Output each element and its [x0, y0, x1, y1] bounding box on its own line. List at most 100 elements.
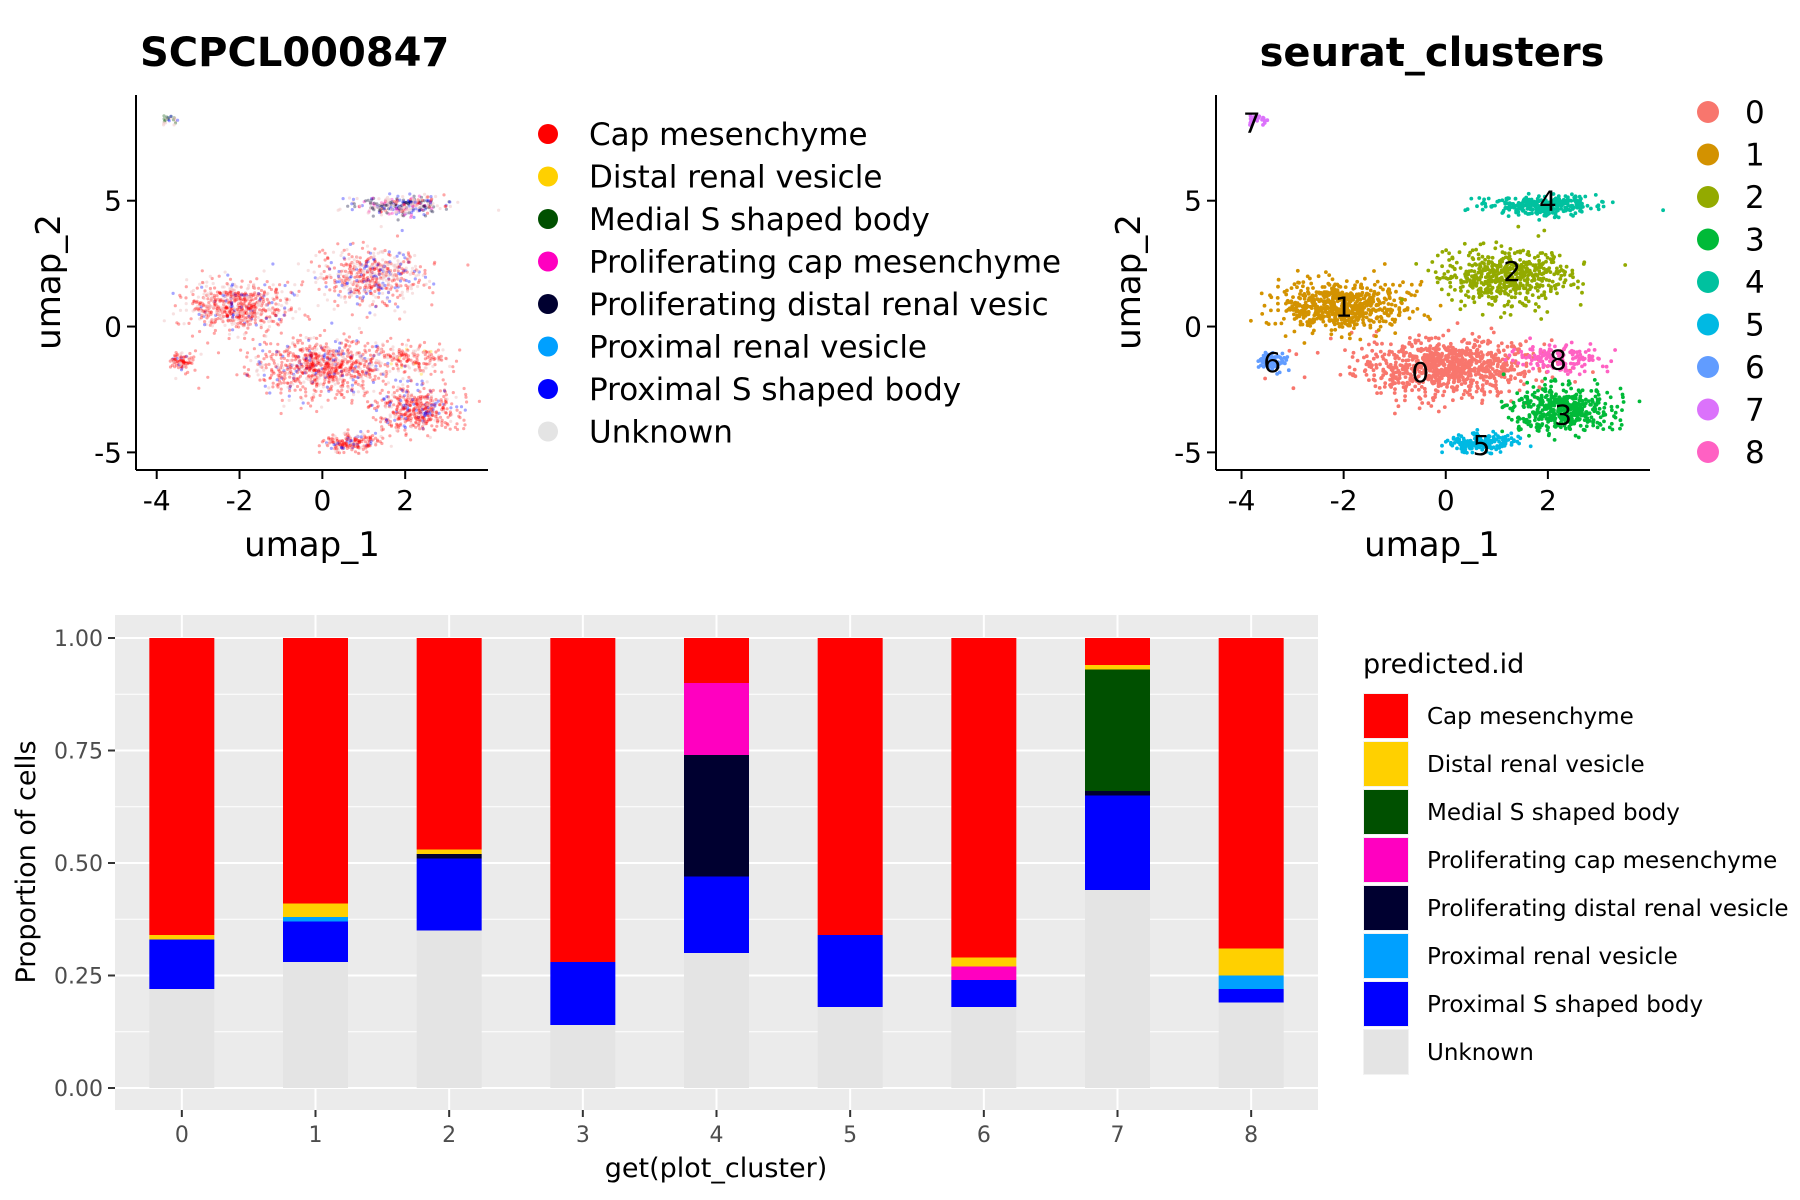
umap-cluster-point — [1417, 406, 1422, 411]
umap-predicted-point — [332, 369, 336, 374]
umap-predicted-point — [309, 336, 313, 340]
umap-predicted-point — [368, 367, 373, 371]
umap-predicted-point — [225, 306, 229, 310]
umap-predicted-point — [351, 339, 355, 344]
umap-predicted-point — [340, 360, 344, 364]
umap-predicted-point — [313, 352, 317, 356]
umap-predicted-point — [212, 299, 216, 303]
umap-predicted-point — [215, 294, 219, 298]
umap-predicted-point — [336, 372, 340, 376]
umap-predicted-point — [347, 369, 351, 373]
umap-predicted-point — [353, 381, 357, 385]
umap-predicted-point — [275, 350, 279, 354]
umap-predicted-point — [429, 349, 433, 354]
umap-predicted-point — [374, 262, 378, 266]
umap-cluster-point — [1573, 380, 1577, 384]
umap-predicted-point — [193, 300, 197, 304]
umap-predicted-point — [314, 368, 318, 372]
umap-predicted-point — [371, 369, 375, 373]
umap-predicted-point — [421, 427, 425, 431]
umap-predicted-point — [293, 344, 297, 348]
umap-predicted-point — [244, 309, 248, 313]
umap-predicted-point — [309, 379, 313, 383]
umap-cluster-point — [1360, 346, 1364, 351]
umap-predicted-point — [316, 304, 320, 308]
umap-predicted-point — [204, 322, 208, 327]
legend-label: Cap mesenchyme — [589, 117, 868, 153]
umap-predicted-point — [366, 405, 370, 409]
umap-predicted-point — [391, 273, 396, 277]
umap-predicted-point — [370, 368, 374, 372]
umap-predicted-point — [225, 314, 229, 318]
umap-predicted-point — [345, 359, 349, 363]
umap-cluster-point — [1534, 378, 1539, 382]
umap-predicted-point — [301, 371, 305, 375]
umap-predicted-point — [203, 323, 207, 327]
umap-cluster-point — [1498, 371, 1502, 375]
umap-cluster-point — [1536, 305, 1541, 309]
umap-predicted-point — [307, 338, 311, 342]
umap-predicted-point — [380, 441, 384, 446]
umap-cluster-point — [1446, 269, 1450, 274]
umap-predicted-point — [213, 286, 217, 290]
umap-predicted-point — [295, 365, 299, 369]
umap-predicted-point — [398, 379, 403, 383]
umap-predicted-point — [356, 370, 360, 374]
umap-predicted-point — [329, 354, 333, 358]
umap-cluster-point — [1440, 264, 1444, 269]
umap-predicted-point — [292, 293, 296, 297]
umap-predicted-point — [333, 382, 337, 386]
umap-predicted-point — [320, 405, 324, 409]
umap-predicted-point — [209, 304, 213, 309]
umap-predicted-point — [322, 348, 326, 352]
umap-predicted-point — [270, 369, 274, 373]
umap-predicted-point — [245, 315, 249, 319]
umap-predicted-point — [276, 385, 280, 389]
umap-predicted-point — [282, 378, 286, 382]
umap-predicted-point — [209, 310, 213, 314]
umap-predicted-point — [364, 373, 368, 377]
umap-predicted-point — [272, 359, 276, 363]
umap-predicted-point — [440, 370, 444, 374]
umap-predicted-point — [220, 317, 225, 321]
umap-cluster-point — [1485, 352, 1490, 357]
umap-cluster-point — [1294, 315, 1299, 320]
umap-predicted-point — [257, 292, 261, 296]
umap-predicted-point — [206, 341, 210, 345]
umap-predicted-point — [314, 356, 318, 360]
umap-predicted-point — [365, 390, 369, 394]
umap-cluster-point — [1374, 303, 1379, 308]
umap-cluster-point — [1382, 385, 1387, 389]
umap-predicted-point — [299, 348, 303, 352]
umap-predicted-point — [462, 418, 466, 422]
umap-predicted-point — [219, 291, 223, 295]
umap-predicted-point — [352, 390, 356, 394]
umap-predicted-point — [162, 319, 166, 323]
umap-predicted-point — [300, 349, 304, 353]
umap-predicted-point — [408, 272, 412, 276]
umap-predicted-point — [412, 413, 416, 417]
umap-predicted-point — [194, 306, 198, 310]
umap-predicted-point — [224, 306, 228, 310]
umap-cluster-point — [1323, 323, 1328, 328]
umap-predicted-point — [364, 350, 368, 354]
umap-cluster-point — [1473, 372, 1478, 377]
umap-predicted-point — [410, 210, 414, 214]
umap-predicted-point — [325, 362, 330, 366]
umap-cluster-point — [1383, 381, 1388, 386]
legend-swatch — [538, 336, 558, 357]
umap-cluster-point — [1291, 295, 1295, 299]
umap-predicted-point — [210, 276, 214, 281]
umap-predicted-point — [219, 297, 223, 302]
umap-predicted-point — [262, 340, 267, 344]
umap-predicted-point — [418, 417, 422, 421]
umap-predicted-point — [274, 287, 278, 291]
umap-cluster-point — [1490, 353, 1494, 358]
umap-cluster-point — [1393, 411, 1397, 416]
umap-predicted-point — [349, 354, 353, 358]
umap-predicted-point — [225, 314, 230, 318]
umap-predicted-point — [261, 349, 265, 353]
umap-predicted-point — [330, 384, 334, 388]
umap-predicted-point — [168, 365, 173, 369]
umap-predicted-point — [399, 362, 404, 367]
